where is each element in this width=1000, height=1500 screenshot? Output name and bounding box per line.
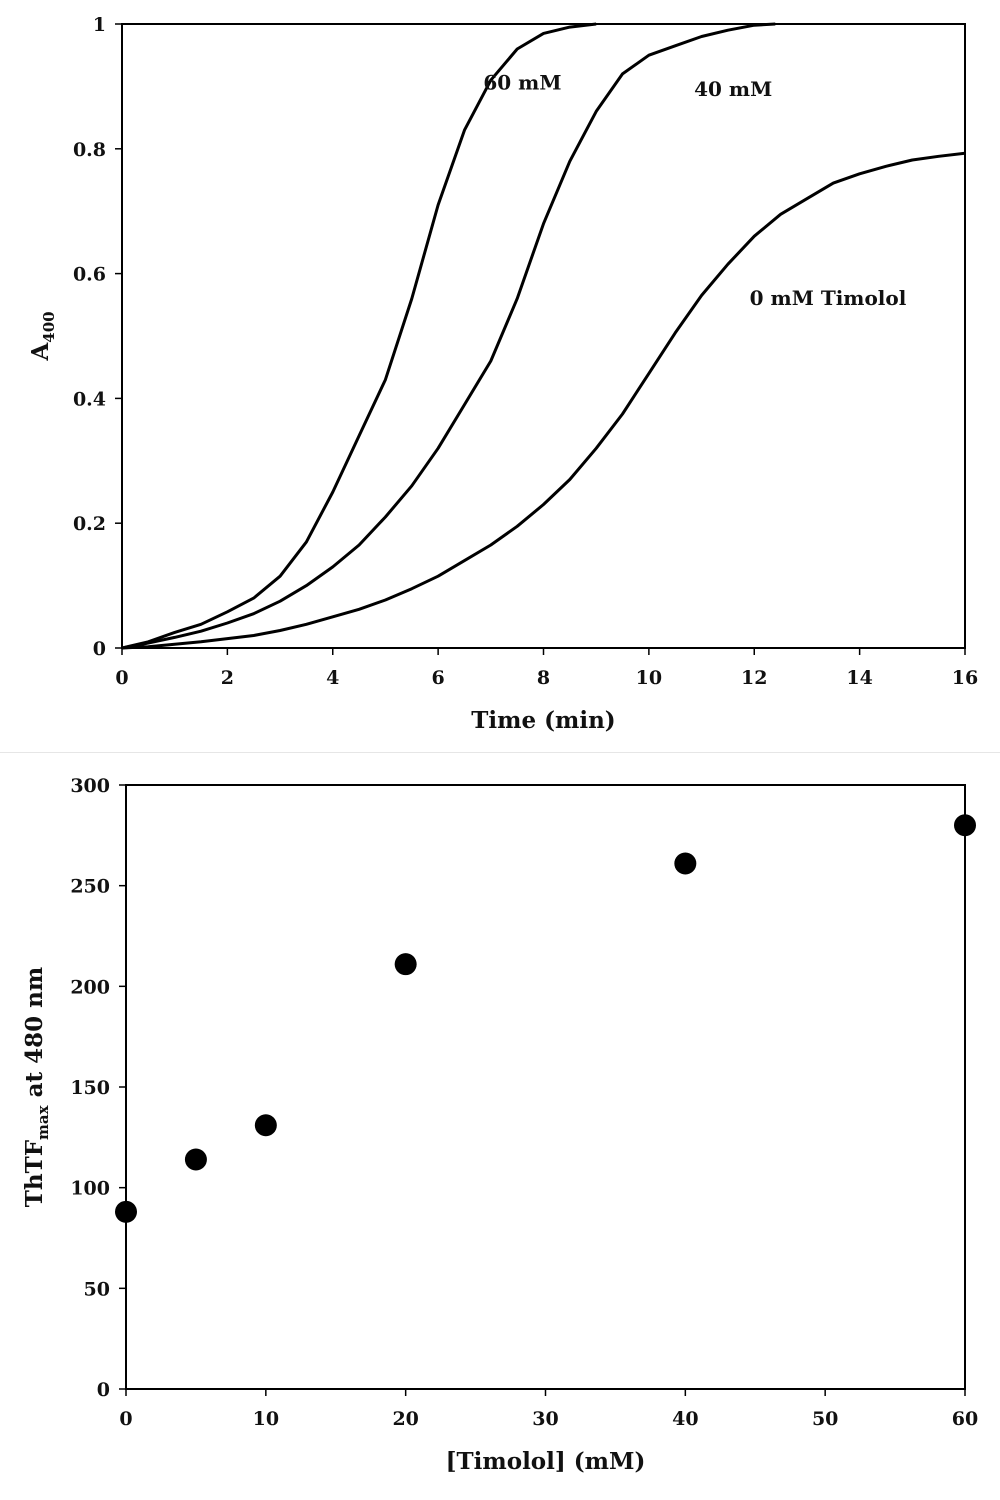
data-point — [394, 953, 417, 976]
y-axis-title-subscript: max — [34, 1104, 52, 1140]
y-axis-title-subscript: 400 — [40, 311, 58, 342]
x-tick-label: 6 — [432, 667, 445, 689]
x-tick-label: 20 — [392, 1408, 418, 1430]
x-tick-label: 0 — [119, 1408, 132, 1430]
series-annotation: 0 mM Timolol — [750, 286, 907, 310]
x-axis-title: Time (min) — [471, 707, 615, 734]
x-tick-label: 10 — [636, 667, 662, 689]
thtf-timolol-chart-panel: 0 10 20 30 40 50 60 0 50 100 150 200 250 300 [Timolol]… — [0, 752, 1000, 1500]
data-point — [184, 1148, 207, 1171]
series-line-0-mm-timolol — [122, 151, 965, 650]
y-axis-title-rest: at 480 nm — [21, 967, 48, 1106]
data-point — [954, 814, 976, 837]
series-line-40-mm — [122, 22, 776, 650]
x-tick-label: 16 — [952, 667, 978, 689]
x-axis-title: [Timolol] (mM) — [446, 1448, 646, 1475]
y-tick-label: 50 — [84, 1278, 110, 1300]
y-tick-label: 150 — [70, 1077, 110, 1099]
x-tick-label: 8 — [537, 667, 550, 689]
y-tick-label: 300 — [70, 775, 110, 797]
data-point — [254, 1114, 277, 1137]
data-point — [674, 852, 697, 875]
y-tick-label: 100 — [70, 1178, 110, 1200]
plot-frame — [125, 784, 966, 1390]
x-tick-label: 2 — [221, 667, 234, 689]
y-axis-title: A400 — [27, 311, 58, 361]
y-tick-label: 0.4 — [73, 388, 106, 410]
y-tick-label: 1 — [93, 14, 106, 36]
y-tick-label: 0.6 — [73, 264, 106, 286]
x-tick-label: 60 — [952, 1408, 978, 1430]
x-tick-label: 30 — [532, 1408, 558, 1430]
y-axis-title-main: A — [27, 342, 54, 362]
thtf-timolol-chart: 0 10 20 30 40 50 60 0 50 100 150 200 250 300 [Timolol]… — [21, 775, 978, 1475]
a400-time-chart-panel: 0 2 4 6 8 10 12 14 16 0 0.2 0.4 0.6 0.8 1 Time (min) A40… — [27, 14, 979, 734]
y-tick-label: 0 — [97, 1379, 110, 1401]
x-tick-label: 14 — [846, 667, 872, 689]
y-tick-label: 200 — [70, 976, 110, 998]
series-annotation: 60 mM — [483, 71, 561, 95]
x-tick-label: 4 — [326, 667, 339, 689]
x-tick-label: 10 — [253, 1408, 279, 1430]
x-tick-label: 50 — [812, 1408, 838, 1430]
series-line-60-mm — [122, 22, 597, 650]
y-tick-label: 0 — [93, 638, 106, 660]
y-axis-title-main: ThTF — [21, 1139, 48, 1207]
series-annotation: 40 mM — [694, 77, 772, 101]
y-tick-label: 0.8 — [73, 139, 106, 161]
y-tick-label: 0.2 — [73, 513, 106, 535]
data-point — [115, 1200, 137, 1223]
x-tick-label: 40 — [672, 1408, 698, 1430]
x-tick-label: 12 — [741, 667, 767, 689]
plot-frame — [121, 23, 966, 649]
y-axis-title: ThTFmax at 480 nm — [21, 967, 52, 1207]
x-tick-label: 0 — [115, 667, 128, 689]
y-tick-label: 250 — [70, 876, 110, 898]
